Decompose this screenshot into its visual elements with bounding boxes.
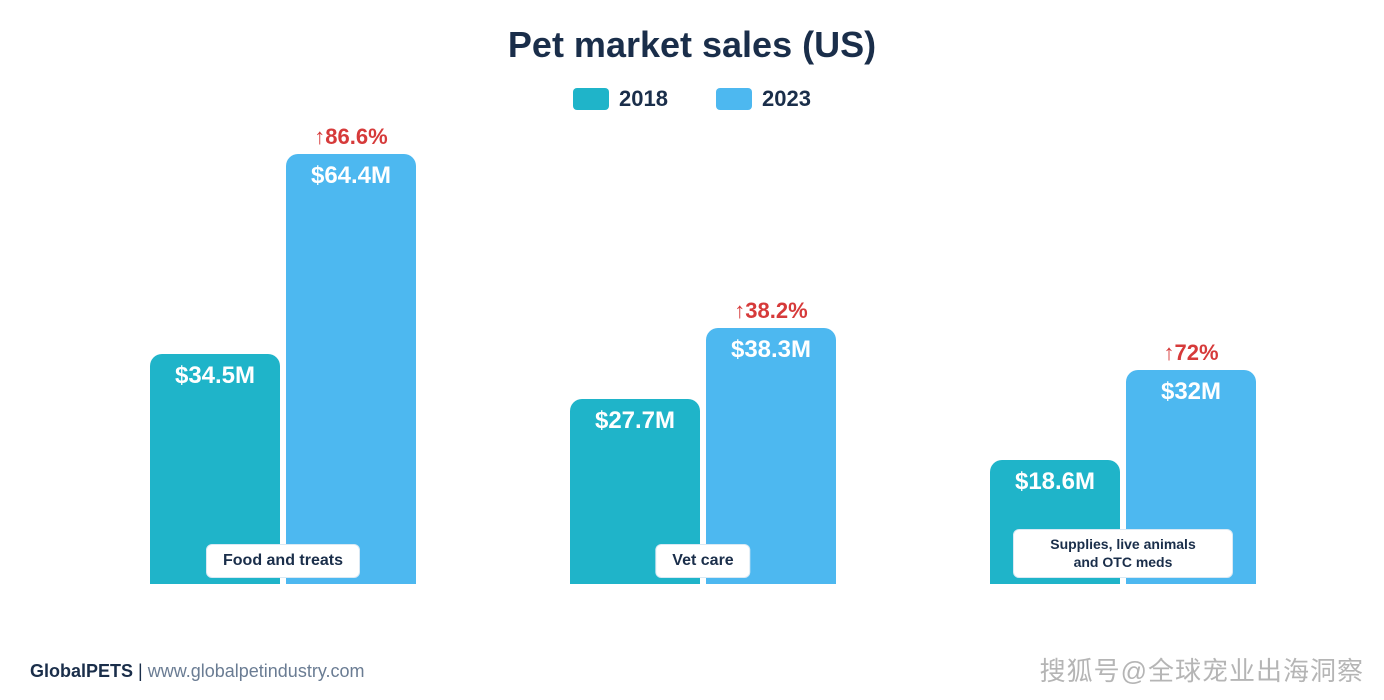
bar-value-label: $38.3M (706, 336, 836, 364)
bar-group: $34.5M$64.4M↑86.6%Food and treats (150, 154, 416, 584)
chart-title: Pet market sales (US) (0, 24, 1384, 66)
legend-swatch-2023 (716, 88, 752, 110)
bar-2023: $64.4M↑86.6% (286, 154, 416, 584)
growth-label: ↑72% (1126, 340, 1256, 366)
legend-label-2018: 2018 (619, 86, 668, 112)
footer-url: www.globalpetindustry.com (148, 661, 365, 681)
bar-group: $18.6M$32M↑72%Supplies, live animalsand … (990, 370, 1256, 584)
category-label: Supplies, live animalsand OTC meds (1013, 529, 1233, 578)
growth-label: ↑86.6% (286, 124, 416, 150)
legend-item-2018: 2018 (573, 86, 668, 112)
bar-value-label: $32M (1126, 378, 1256, 406)
legend-swatch-2018 (573, 88, 609, 110)
legend: 2018 2023 (0, 86, 1384, 112)
legend-label-2023: 2023 (762, 86, 811, 112)
footer-brand: GlobalPETS (30, 661, 133, 681)
category-label: Food and treats (206, 544, 360, 578)
growth-label: ↑38.2% (706, 298, 836, 324)
chart-area: $34.5M$64.4M↑86.6%Food and treats$27.7M$… (0, 124, 1384, 584)
legend-item-2023: 2023 (716, 86, 811, 112)
watermark-overlay: 搜狐号@全球宠业出海洞察 (1040, 651, 1364, 688)
bar-value-label: $64.4M (286, 162, 416, 190)
bar-value-label: $34.5M (150, 362, 280, 390)
category-label: Vet care (655, 544, 750, 578)
footer-credit: GlobalPETS | www.globalpetindustry.com (30, 661, 364, 682)
bar-value-label: $18.6M (990, 468, 1120, 496)
bar-group: $27.7M$38.3M↑38.2%Vet care (570, 328, 836, 584)
bar-value-label: $27.7M (570, 407, 700, 435)
footer-sep: | (133, 661, 148, 681)
